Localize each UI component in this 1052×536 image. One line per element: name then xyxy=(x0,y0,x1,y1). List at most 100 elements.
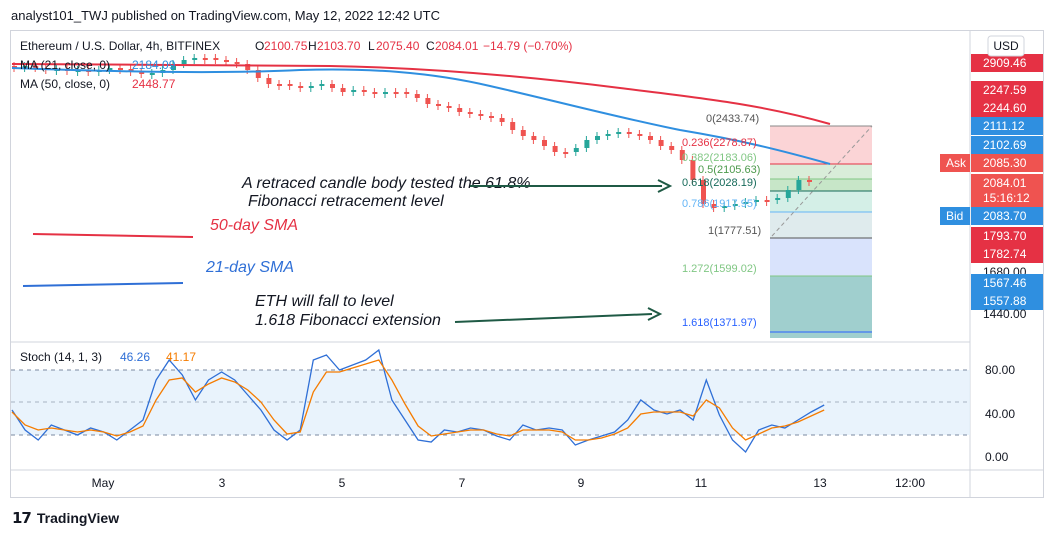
time-tick-5: 11 xyxy=(695,476,708,490)
fib-label-1: 0.236(2278.87) xyxy=(682,137,757,149)
price-label-bg-8 xyxy=(971,207,1043,225)
candle-body xyxy=(118,68,123,70)
candle-body xyxy=(690,160,696,180)
stoch-pane: Stoch (14, 1, 3) 46.26 41.17 80.00 40.00… xyxy=(11,348,1015,464)
price-axis: 2909.46 2247.59 2244.60 2111.12 2102.69 2085.… xyxy=(940,54,1043,321)
price-label-6: 2084.01 xyxy=(983,176,1027,190)
time-tick-1: 3 xyxy=(219,476,226,490)
candle-body xyxy=(573,148,579,152)
price-label-7: 15:16:12 xyxy=(983,191,1030,205)
price-label-8: 2083.70 xyxy=(983,209,1027,223)
price-label-bg-5 xyxy=(971,154,1043,172)
ma50-line xyxy=(11,63,831,125)
price-label-1: 2247.59 xyxy=(983,83,1027,97)
candle-body xyxy=(414,94,420,98)
candle-body xyxy=(372,92,378,94)
candle-body xyxy=(425,98,431,104)
candle-body xyxy=(563,152,569,154)
candle-body xyxy=(478,114,484,116)
price-label-bg-13 xyxy=(971,292,1043,310)
candle-body xyxy=(542,140,547,146)
candle-body xyxy=(149,73,155,75)
eth-annotation-line2: 1.618 Fibonacci extension xyxy=(255,312,441,329)
currency-label: USD xyxy=(993,39,1019,53)
legend-o-value: 2100.75 xyxy=(264,39,308,53)
tradingview-logo-icon: 𝟭𝟳 xyxy=(12,510,32,527)
candle-body xyxy=(266,78,272,84)
currency-button[interactable] xyxy=(987,35,1025,57)
fib-label-7: 1.272(1599.02) xyxy=(682,263,757,275)
candle-body xyxy=(446,106,452,108)
candle-body xyxy=(192,58,198,60)
candle-body xyxy=(732,204,738,206)
candle-body xyxy=(361,90,367,92)
price-label-5: 2085.30 xyxy=(983,156,1027,170)
candle-body xyxy=(785,190,791,198)
price-label-2: 2244.60 xyxy=(983,101,1027,115)
candle-body xyxy=(626,132,632,134)
eth-arrow-head xyxy=(647,307,663,321)
price-label-bg-10 xyxy=(971,245,1043,263)
legend-h-label: H xyxy=(308,39,317,53)
price-label-bg-3 xyxy=(971,117,1043,135)
price-label-9: 1793.70 xyxy=(983,229,1027,243)
price-label-bg-12 xyxy=(971,274,1043,292)
fib-zone-0786-1 xyxy=(770,238,872,276)
legend-l-value: 2075.40 xyxy=(376,39,420,53)
candle-body xyxy=(552,146,558,152)
sma21-annotation: 21-day SMA xyxy=(205,259,294,276)
candle-body xyxy=(796,180,802,190)
legend-ma21-label: MA (21, close, 0) xyxy=(20,58,110,72)
candle-body xyxy=(743,202,749,204)
stoch-k-line xyxy=(11,348,825,454)
candle-body xyxy=(330,84,335,88)
candle-body xyxy=(648,136,653,140)
candle-body xyxy=(308,86,314,88)
price-label-13: 1557.88 xyxy=(983,294,1027,308)
sma50-annotation: 50-day SMA xyxy=(210,217,298,234)
fib-zone-05-0618 xyxy=(770,191,872,212)
price-label-bg-0 xyxy=(971,54,1043,72)
candle-body xyxy=(722,206,728,208)
time-tick-4: 9 xyxy=(578,476,585,490)
candle-body xyxy=(531,136,537,140)
candle-body xyxy=(245,64,251,70)
stoch-axis-80: 80.00 xyxy=(985,363,1015,377)
candle-body xyxy=(224,60,229,62)
price-label-14: 1440.00 xyxy=(983,307,1027,321)
legend-o-label: O xyxy=(255,39,264,53)
fib-zone-0-0236 xyxy=(770,126,872,164)
legend-ma50-label: MA (50, close, 0) xyxy=(20,77,110,91)
legend-ma21-value: 2184.09 xyxy=(132,58,176,72)
fib-label-5: 0.786(1917.95) xyxy=(682,198,757,210)
candle-body xyxy=(298,86,304,88)
price-tag-bg-5 xyxy=(940,154,970,172)
candle-body xyxy=(351,90,357,92)
stoch-label: Stoch (14, 1, 3) xyxy=(20,350,102,364)
fib-zone-0236-0382 xyxy=(770,164,872,179)
candle-body xyxy=(595,136,600,140)
fib-label-0: 0(2433.74) xyxy=(706,113,759,125)
annotations: A retraced candle body tested the 61.8% … xyxy=(22,175,673,329)
stoch-axis-40: 40.00 xyxy=(985,407,1015,421)
fib-label-2: 0.382(2183.06) xyxy=(682,152,757,164)
retrace-annotation-line1: A retraced candle body tested the 61.8% xyxy=(241,175,530,192)
candle-body xyxy=(775,198,781,200)
price-legend: Ethereum / U.S. Dollar, 4h, BITFINEX O 2… xyxy=(20,39,572,91)
eth-annotation-line1: ETH will fall to level xyxy=(255,293,394,310)
candle-body xyxy=(457,108,463,112)
stoch-band xyxy=(11,370,970,435)
candle-body xyxy=(107,68,113,70)
price-tag-ask: Ask xyxy=(946,156,967,170)
candle-body xyxy=(616,132,622,134)
price-label-bg-4 xyxy=(971,136,1043,154)
candle-body xyxy=(436,104,441,106)
eth-arrow-line xyxy=(454,313,653,323)
footer: 𝟭𝟳 TradingView xyxy=(12,509,119,527)
legend-l-label: L xyxy=(368,39,375,53)
candle-body xyxy=(383,92,388,94)
candle-body xyxy=(467,112,473,114)
time-tick-6: 13 xyxy=(813,476,827,490)
candle-body xyxy=(213,58,219,60)
price-tag-bid: Bid xyxy=(946,209,963,223)
